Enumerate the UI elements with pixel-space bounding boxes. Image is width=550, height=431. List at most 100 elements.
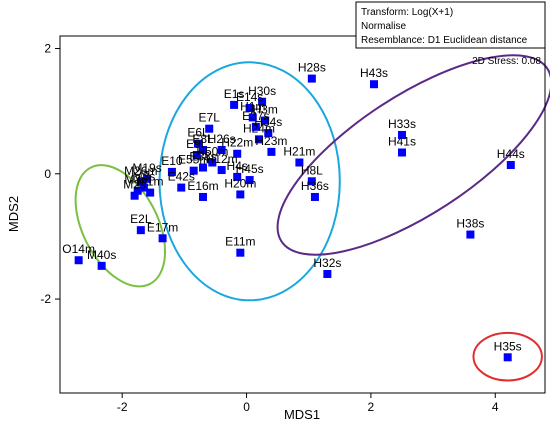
point-label-H12m: H12m [206,152,238,166]
point-label-H45s: H45s [236,162,264,176]
data-point-E11m [236,248,245,257]
point-label-E55m: E55m [178,153,209,167]
data-point-E37s [251,122,260,131]
data-point-H45s [245,176,254,185]
point-label-E9L: E9L [186,137,208,151]
point-label-H30s: H30s [248,84,276,98]
point-label-H38s: H38s [456,217,484,231]
point-label-M26m: M26m [124,164,157,178]
data-point-H4s [233,172,242,181]
point-label-H34s: H34s [254,115,282,129]
point-label-E1s: E1s [224,87,245,101]
point-label-H3m: H3m [253,103,278,117]
point-label-H8L: H8L [301,163,323,177]
data-point-H38s [466,230,475,239]
data-point-H35s [503,353,512,362]
point-label-H24m: H24m [243,121,275,135]
data-point-H33s [397,130,406,139]
data-point-H1m [248,113,257,122]
data-point-H28s [307,74,316,83]
point-label-O14m: O14m [62,242,95,256]
point-label-M40s: M40s [87,248,116,262]
data-point-H24m [254,135,263,144]
data-point-M26m [136,177,145,186]
point-label-H44s: H44s [497,147,525,161]
group-ellipse-3 [472,331,543,382]
point-label-H43s: H43s [360,66,388,80]
data-point-E2L [136,226,145,235]
point-label-E42s: E42s [168,170,195,184]
data-point-E1s [230,100,239,109]
point-label-E2L: E2L [130,212,152,226]
point-label-E17m: E17m [147,220,178,234]
data-point-H12m [217,166,226,175]
info-resemblance: Resemblance: D1 Euclidean distance [361,35,528,46]
data-point-E9L [192,151,201,159]
data-point-E6L [194,139,203,148]
info-box-frame [355,1,546,49]
point-label-M2s: M2s [123,178,146,192]
point-label-H41s: H41s [388,134,416,148]
data-point-H36s [310,192,319,201]
point-label-M3s: M3s [133,170,156,184]
point-label-E37s: E37s [242,109,269,123]
data-point-M3s [139,183,148,192]
info-box: Transform: Log(X+1) Normalise Resemblanc… [355,1,546,49]
point-label-H23m: H23m [255,134,287,148]
x-tick-label-1: 0 [243,400,250,414]
data-point-M40s [97,261,106,270]
data-point-H44s [506,161,515,170]
group-ellipse-0 [74,164,167,288]
data-point-E55m [189,166,198,175]
group-ellipse-2 [276,54,550,256]
point-label-H35s: H35s [494,339,522,353]
data-point-H30s [258,97,267,106]
point-label-H36s: H36s [301,179,329,193]
group-ellipse-1 [158,61,341,302]
y-tick-label-2: 2 [44,42,51,56]
data-point-M1m [146,188,155,197]
point-label-H50m: H50m [196,145,228,159]
point-label-H22m: H22m [221,136,253,150]
point-label-E7L: E7L [199,111,221,125]
data-point-E14s [245,104,254,113]
data-point-H3m [261,116,270,125]
point-label-H4s: H4s [227,159,248,173]
point-label-M1m: M1m [137,175,164,189]
data-point-H41s [397,148,406,157]
y-tick-label-1: 0 [44,167,51,181]
x-tick-label-3: 4 [492,400,499,414]
data-point-E38s [199,163,208,172]
data-points [74,74,515,362]
data-point-H32s [323,270,332,278]
point-label-H1m: H1m [240,99,265,113]
data-point-M2s [130,191,139,200]
info-transform: Transform: Log(X+1) [361,7,453,18]
point-label-E8L: E8L [192,132,214,146]
stress-label: 2D Stress: 0.08 [472,56,541,67]
point-label-H33s: H33s [388,117,416,131]
point-label-H32s: H32s [313,256,341,270]
point-label-H20m: H20m [224,176,256,190]
data-point-E16m [199,192,208,201]
data-point-E17m [158,234,167,243]
plot-frame [59,35,546,394]
data-point-H50m [208,158,217,167]
group-ellipses [74,54,550,382]
point-label-E10: E10 [161,154,183,168]
point-label-E16m: E16m [187,179,218,193]
point-label-H26s: H26s [208,132,236,146]
y-tick-label-0: -2 [40,292,51,306]
point-label-E38s: E38s [189,150,216,164]
data-point-M19s [143,174,152,183]
point-label-M19s: M19s [132,161,161,175]
info-normalise: Normalise [361,21,406,32]
data-point-H8L [307,177,316,186]
x-axis-label: MDS1 [284,407,320,422]
x-tick-label-0: -2 [117,400,128,414]
data-point-E7L [205,124,214,133]
x-tick-label-2: 2 [368,400,375,414]
data-point-H34s [264,129,273,138]
